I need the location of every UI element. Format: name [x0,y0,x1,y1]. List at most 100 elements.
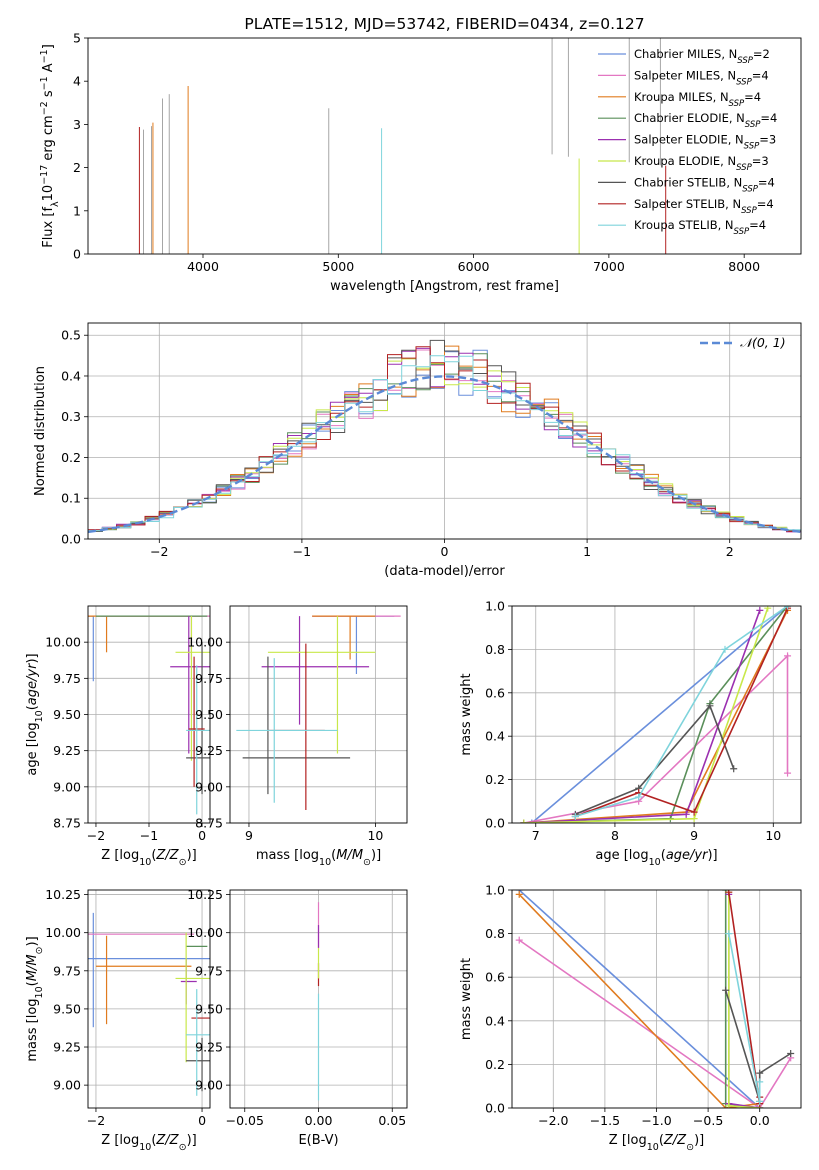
label-part: ⊙ [686,1142,694,1153]
y-tick-label: 9.75 [195,963,223,978]
legend-label-normal: 𝒩(0, 1) [740,335,786,350]
weight-marker-salpeter_stelib [725,890,733,896]
legend-tail: =4 [752,68,769,82]
y-tick-label: 0.4 [485,1013,505,1028]
weight-marker-kroupa_stelib [756,1097,764,1105]
weight-marker-chabrier_stelib [787,1050,795,1057]
legend-tail: =2 [753,47,770,61]
y-tick-label: 0.4 [61,368,81,383]
plot-area [138,38,667,254]
axes-frame [229,605,408,824]
weight-marker-chabrier_miles [528,819,536,823]
legend-label-kroupa_stelib: Kroupa STELIB, NSSP=4 [634,218,766,237]
label-part: 10 [649,857,661,868]
weight-marker-chabrier_stelib [730,765,738,773]
label-part: Flux [f [41,207,56,248]
label-part: −2 [39,101,50,115]
label-part: ( [659,1133,664,1148]
y-tick-label: 10.25 [187,887,223,902]
y-tick-label: 0.2 [485,1057,505,1072]
weight-marker-salpeter_stelib [690,808,698,816]
plot-area [88,339,801,539]
x-tick-label: 5000 [322,259,354,274]
x-tick-label: 0 [441,544,449,559]
label-part: ⊙ [363,857,371,868]
x-tick-label: −1.5 [590,1113,620,1128]
x-tick-label: 1 [583,544,591,559]
y-tick-label: 0.8 [485,926,505,941]
label-part: age/yr [25,662,40,705]
weight-line-chabrier_miles [518,890,761,1108]
x-tick-label: 7000 [593,259,625,274]
legend-text: Salpeter ELODIE, N [634,133,744,147]
label-part: −1 [39,76,50,90]
axes-frame [87,37,802,255]
label-part: ) [707,848,712,863]
legend-tail: =4 [744,90,761,104]
y-tick-label: 9.75 [53,671,81,686]
axes-residuals: −2 −1 0 1 2 0.0 0.1 0.2 0.3 0.4 0.5 (data-model)/er… [33,322,802,579]
axes-frame [511,889,802,1109]
label-part: ( [661,848,666,863]
axes-frame [87,605,211,824]
axes-frame [87,889,211,1109]
label-part: ) [694,1133,699,1148]
x-axis-label: E(B-V) [298,1133,338,1148]
y-tick-label: 2 [73,160,81,175]
y-tick-label: 9.50 [195,707,223,722]
label-part: ] [25,936,40,941]
x-tick-label: −1 [140,828,158,843]
label-part: 10 [319,857,331,868]
axes-frame [511,605,802,824]
label-part: −1 [39,49,50,63]
legend-subscript: SSP [736,163,752,173]
x-tick-label: −2 [87,828,105,843]
legend-label-kroupa_elodie: Kroupa ELODIE, NSSP=3 [634,154,769,173]
label-part: ) [25,941,40,946]
legend-text: Kroupa MILES, N [634,90,729,104]
weight-line-chabrier_stelib [724,990,792,1102]
label-part: ) [371,848,376,863]
normal-curve [88,375,801,534]
legend-subscript: SSP [742,184,758,194]
legend-tail: =4 [749,218,766,232]
label-part: Z/Z [155,1133,179,1148]
x-axis-label: wavelength [Angstrom, rest frame] [330,279,559,294]
x-tick-label: 7 [532,828,540,843]
y-tick-label: 10.00 [187,635,223,650]
x-tick-label: −1 [293,544,311,559]
legend-label-chabrier_miles: Chabrier MILES, NSSP=2 [634,47,770,66]
legend-subscript: SSP [736,77,752,87]
plot-area [88,912,210,1096]
x-tick-label: −2.0 [538,1113,568,1128]
label-part: Normed distribution [33,366,48,496]
label-part: M/M [336,848,363,863]
weight-line-salpeter_stelib [575,607,789,818]
x-tick-label: 0.05 [378,1113,406,1128]
y-tick-label: 9.00 [53,1078,81,1093]
legend-text: Chabrier STELIB, N [634,175,742,189]
x-tick-label: 10 [765,828,781,843]
y-tick-label: 0 [73,247,81,262]
legend-text: Salpeter MILES, N [634,68,736,82]
label-part: 10 [139,857,151,868]
x-tick-label: 9 [690,828,698,843]
weight-marker-kroupa_stelib [721,645,729,653]
label-part: ] [192,1133,197,1148]
label-part: ) [187,1133,192,1148]
weight-marker-kroupa_elodie [725,1102,733,1108]
x-tick-label: 10 [367,828,383,843]
weight-line-chabrier_stelib [574,704,735,816]
label-part: ] [41,44,56,49]
axes-mass_vs_ebv: −0.05 0.00 0.05 9.00 9.25 9.50 9.75 10.00 10.25 E… [187,887,408,1148]
y-tick-label: 0.3 [61,409,81,424]
weight-marker-chabrier_stelib [756,1069,764,1077]
x-tick-label: −2 [87,1113,105,1128]
label-part: ) [25,658,40,663]
y-tick-label: 9.25 [53,743,81,758]
x-tick-label: −1.0 [641,1113,671,1128]
label-part: erg cm [41,115,56,164]
